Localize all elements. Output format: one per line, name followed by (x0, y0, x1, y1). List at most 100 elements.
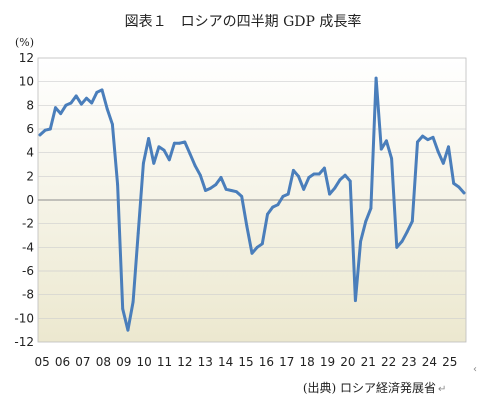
data-point (183, 140, 187, 144)
y-tick-label: 12 (19, 51, 34, 65)
data-point (79, 102, 83, 106)
data-point (426, 138, 430, 142)
data-point (136, 231, 140, 235)
data-point (250, 251, 254, 255)
data-point (173, 141, 176, 145)
data-point (447, 145, 450, 149)
x-tick-label: 15 (238, 355, 253, 369)
data-point (379, 147, 383, 151)
x-tick-label: 06 (55, 355, 70, 369)
data-point (100, 88, 104, 92)
data-point (214, 183, 218, 187)
data-point (333, 186, 337, 190)
data-point (271, 205, 275, 209)
y-tick-label: -8 (22, 288, 34, 302)
data-point (297, 174, 300, 178)
data-point (328, 192, 331, 196)
data-point (105, 107, 109, 111)
y-tick-label: 2 (26, 169, 34, 183)
x-tick-label: 05 (35, 355, 50, 369)
data-point (338, 178, 342, 182)
x-tick-label: 12 (177, 355, 192, 369)
data-point (157, 145, 161, 149)
y-tick-label: -10 (14, 311, 34, 325)
source-note: (出典) ロシア経済発展省 (303, 380, 436, 395)
x-tick-label: 20 (340, 355, 355, 369)
data-point (64, 103, 68, 107)
data-point (110, 122, 114, 126)
data-point (38, 133, 42, 137)
data-point (354, 299, 357, 302)
x-tick-label: 13 (198, 355, 213, 369)
data-point (317, 172, 321, 176)
data-point (359, 240, 362, 243)
data-point (405, 230, 409, 234)
data-point (395, 245, 399, 249)
data-point (240, 195, 244, 198)
side-mark: ‹ (473, 364, 477, 375)
y-tick-label: -6 (22, 264, 34, 278)
data-point (219, 176, 223, 179)
data-point (229, 189, 233, 192)
data-point (390, 157, 394, 160)
y-tick-label: 4 (26, 146, 34, 160)
x-tick-label: 24 (422, 355, 437, 369)
data-point (245, 224, 249, 228)
data-point (462, 191, 466, 195)
data-point (260, 242, 264, 246)
data-point (291, 169, 295, 172)
x-tick-label: 25 (442, 355, 457, 369)
x-tick-label: 23 (401, 355, 416, 369)
data-point (457, 185, 461, 189)
data-point (235, 190, 238, 194)
x-tick-label: 09 (116, 355, 131, 369)
y-tick-labels: 12 10 8 6 4 2 0 -2 -4 -6 -8 -10 -12 (14, 51, 34, 349)
data-point (116, 183, 119, 187)
y-tick-label: -12 (14, 335, 34, 349)
data-point (48, 127, 52, 131)
data-point (54, 106, 57, 110)
data-point (343, 173, 347, 177)
data-point (452, 182, 456, 185)
x-tick-label: 16 (259, 355, 274, 369)
data-point (421, 134, 425, 138)
data-point (209, 186, 213, 190)
data-point (312, 172, 316, 176)
data-point (74, 94, 78, 98)
source-return-mark: ↵ (438, 384, 446, 395)
x-tick-label: 07 (75, 355, 90, 369)
data-point (167, 158, 171, 162)
data-point (59, 112, 63, 116)
y-axis-unit: (%) (15, 36, 34, 49)
data-point (193, 164, 197, 168)
data-point (302, 187, 306, 191)
data-point (266, 212, 269, 216)
y-tick-label: 0 (26, 193, 34, 207)
data-point (307, 176, 311, 179)
data-point (162, 148, 166, 152)
data-point (224, 187, 228, 191)
data-point (364, 219, 368, 223)
x-tick-label: 18 (300, 355, 315, 369)
data-point (281, 195, 285, 198)
data-point (416, 140, 419, 144)
data-point (286, 192, 290, 196)
chart-title: 図表１ ロシアの四半期 GDP 成長率 (125, 13, 362, 30)
data-point (131, 300, 135, 304)
x-tick-label: 11 (157, 355, 172, 369)
y-tick-label: -2 (22, 217, 34, 231)
data-point (178, 141, 182, 145)
data-point (441, 161, 445, 165)
data-point (255, 245, 259, 249)
y-tick-label: -4 (22, 240, 34, 254)
data-point (385, 139, 388, 143)
data-point (69, 101, 73, 105)
y-tick-label: 6 (26, 122, 34, 136)
data-point (431, 135, 435, 139)
x-tick-label: 10 (136, 355, 151, 369)
data-point (152, 161, 156, 165)
data-point (400, 240, 404, 243)
data-point (188, 152, 192, 156)
data-point (126, 328, 130, 332)
